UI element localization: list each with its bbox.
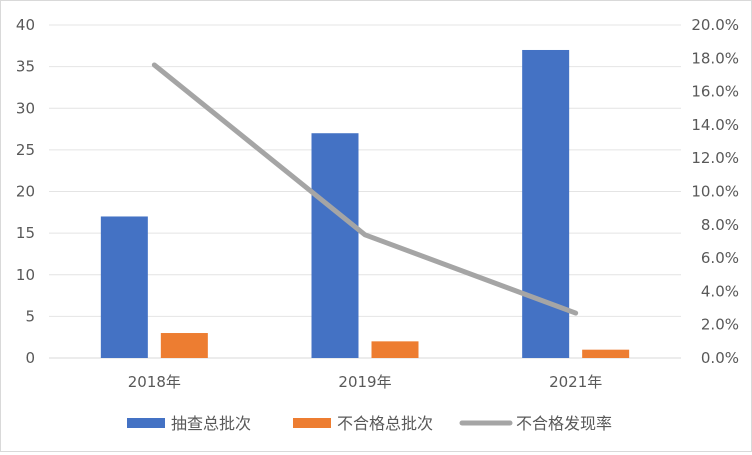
left-tick-label: 35 xyxy=(16,58,35,76)
right-tick-label: 20.0% xyxy=(691,16,739,34)
bar-unqualified xyxy=(371,341,419,358)
left-tick-label: 15 xyxy=(16,224,35,242)
left-tick-label: 20 xyxy=(16,183,35,201)
right-tick-label: 4.0% xyxy=(701,282,739,300)
right-tick-label: 6.0% xyxy=(701,249,739,267)
right-tick-label: 16.0% xyxy=(691,83,739,101)
left-axis-ticks: 0 5 10 15 20 25 30 35 40 xyxy=(16,16,35,367)
bar-total xyxy=(100,216,148,358)
gridlines xyxy=(49,24,681,359)
left-tick-label: 40 xyxy=(16,16,35,34)
legend-label: 不合格总批次 xyxy=(337,414,433,433)
left-tick-label: 30 xyxy=(16,99,35,117)
legend-label: 抽查总批次 xyxy=(171,414,251,433)
bars xyxy=(100,49,630,358)
rate-line-path xyxy=(151,62,579,316)
right-tick-label: 2.0% xyxy=(701,316,739,334)
left-tick-label: 5 xyxy=(25,307,35,325)
right-tick-label: 14.0% xyxy=(691,116,739,134)
left-tick-label: 0 xyxy=(25,349,35,367)
left-tick-label: 25 xyxy=(16,141,35,159)
x-axis-ticks: 2018年 2019年 2021年 xyxy=(128,373,603,391)
right-tick-label: 18.0% xyxy=(691,49,739,67)
right-tick-label: 8.0% xyxy=(701,216,739,234)
bar-unqualified xyxy=(160,333,208,358)
legend: 抽查总批次 不合格总批次 不合格发现率 xyxy=(127,414,612,433)
bar-total xyxy=(522,49,570,358)
right-tick-label: 10.0% xyxy=(691,183,739,201)
left-tick-label: 10 xyxy=(16,266,35,284)
x-tick-label: 2019年 xyxy=(338,373,391,391)
legend-swatch xyxy=(293,418,331,428)
legend-label: 不合格发现率 xyxy=(516,414,612,433)
x-tick-label: 2021年 xyxy=(549,373,602,391)
legend-swatch xyxy=(127,418,165,428)
right-tick-label: 0.0% xyxy=(701,349,739,367)
bar-unqualified xyxy=(582,349,630,358)
rate-line xyxy=(151,62,579,316)
bar-total xyxy=(311,133,359,358)
right-axis-ticks: 0.0% 2.0% 4.0% 6.0% 8.0% 10.0% 12.0% 14.0% 16.0%… xyxy=(691,16,739,367)
right-tick-label: 12.0% xyxy=(691,149,739,167)
x-tick-label: 2018年 xyxy=(128,373,181,391)
